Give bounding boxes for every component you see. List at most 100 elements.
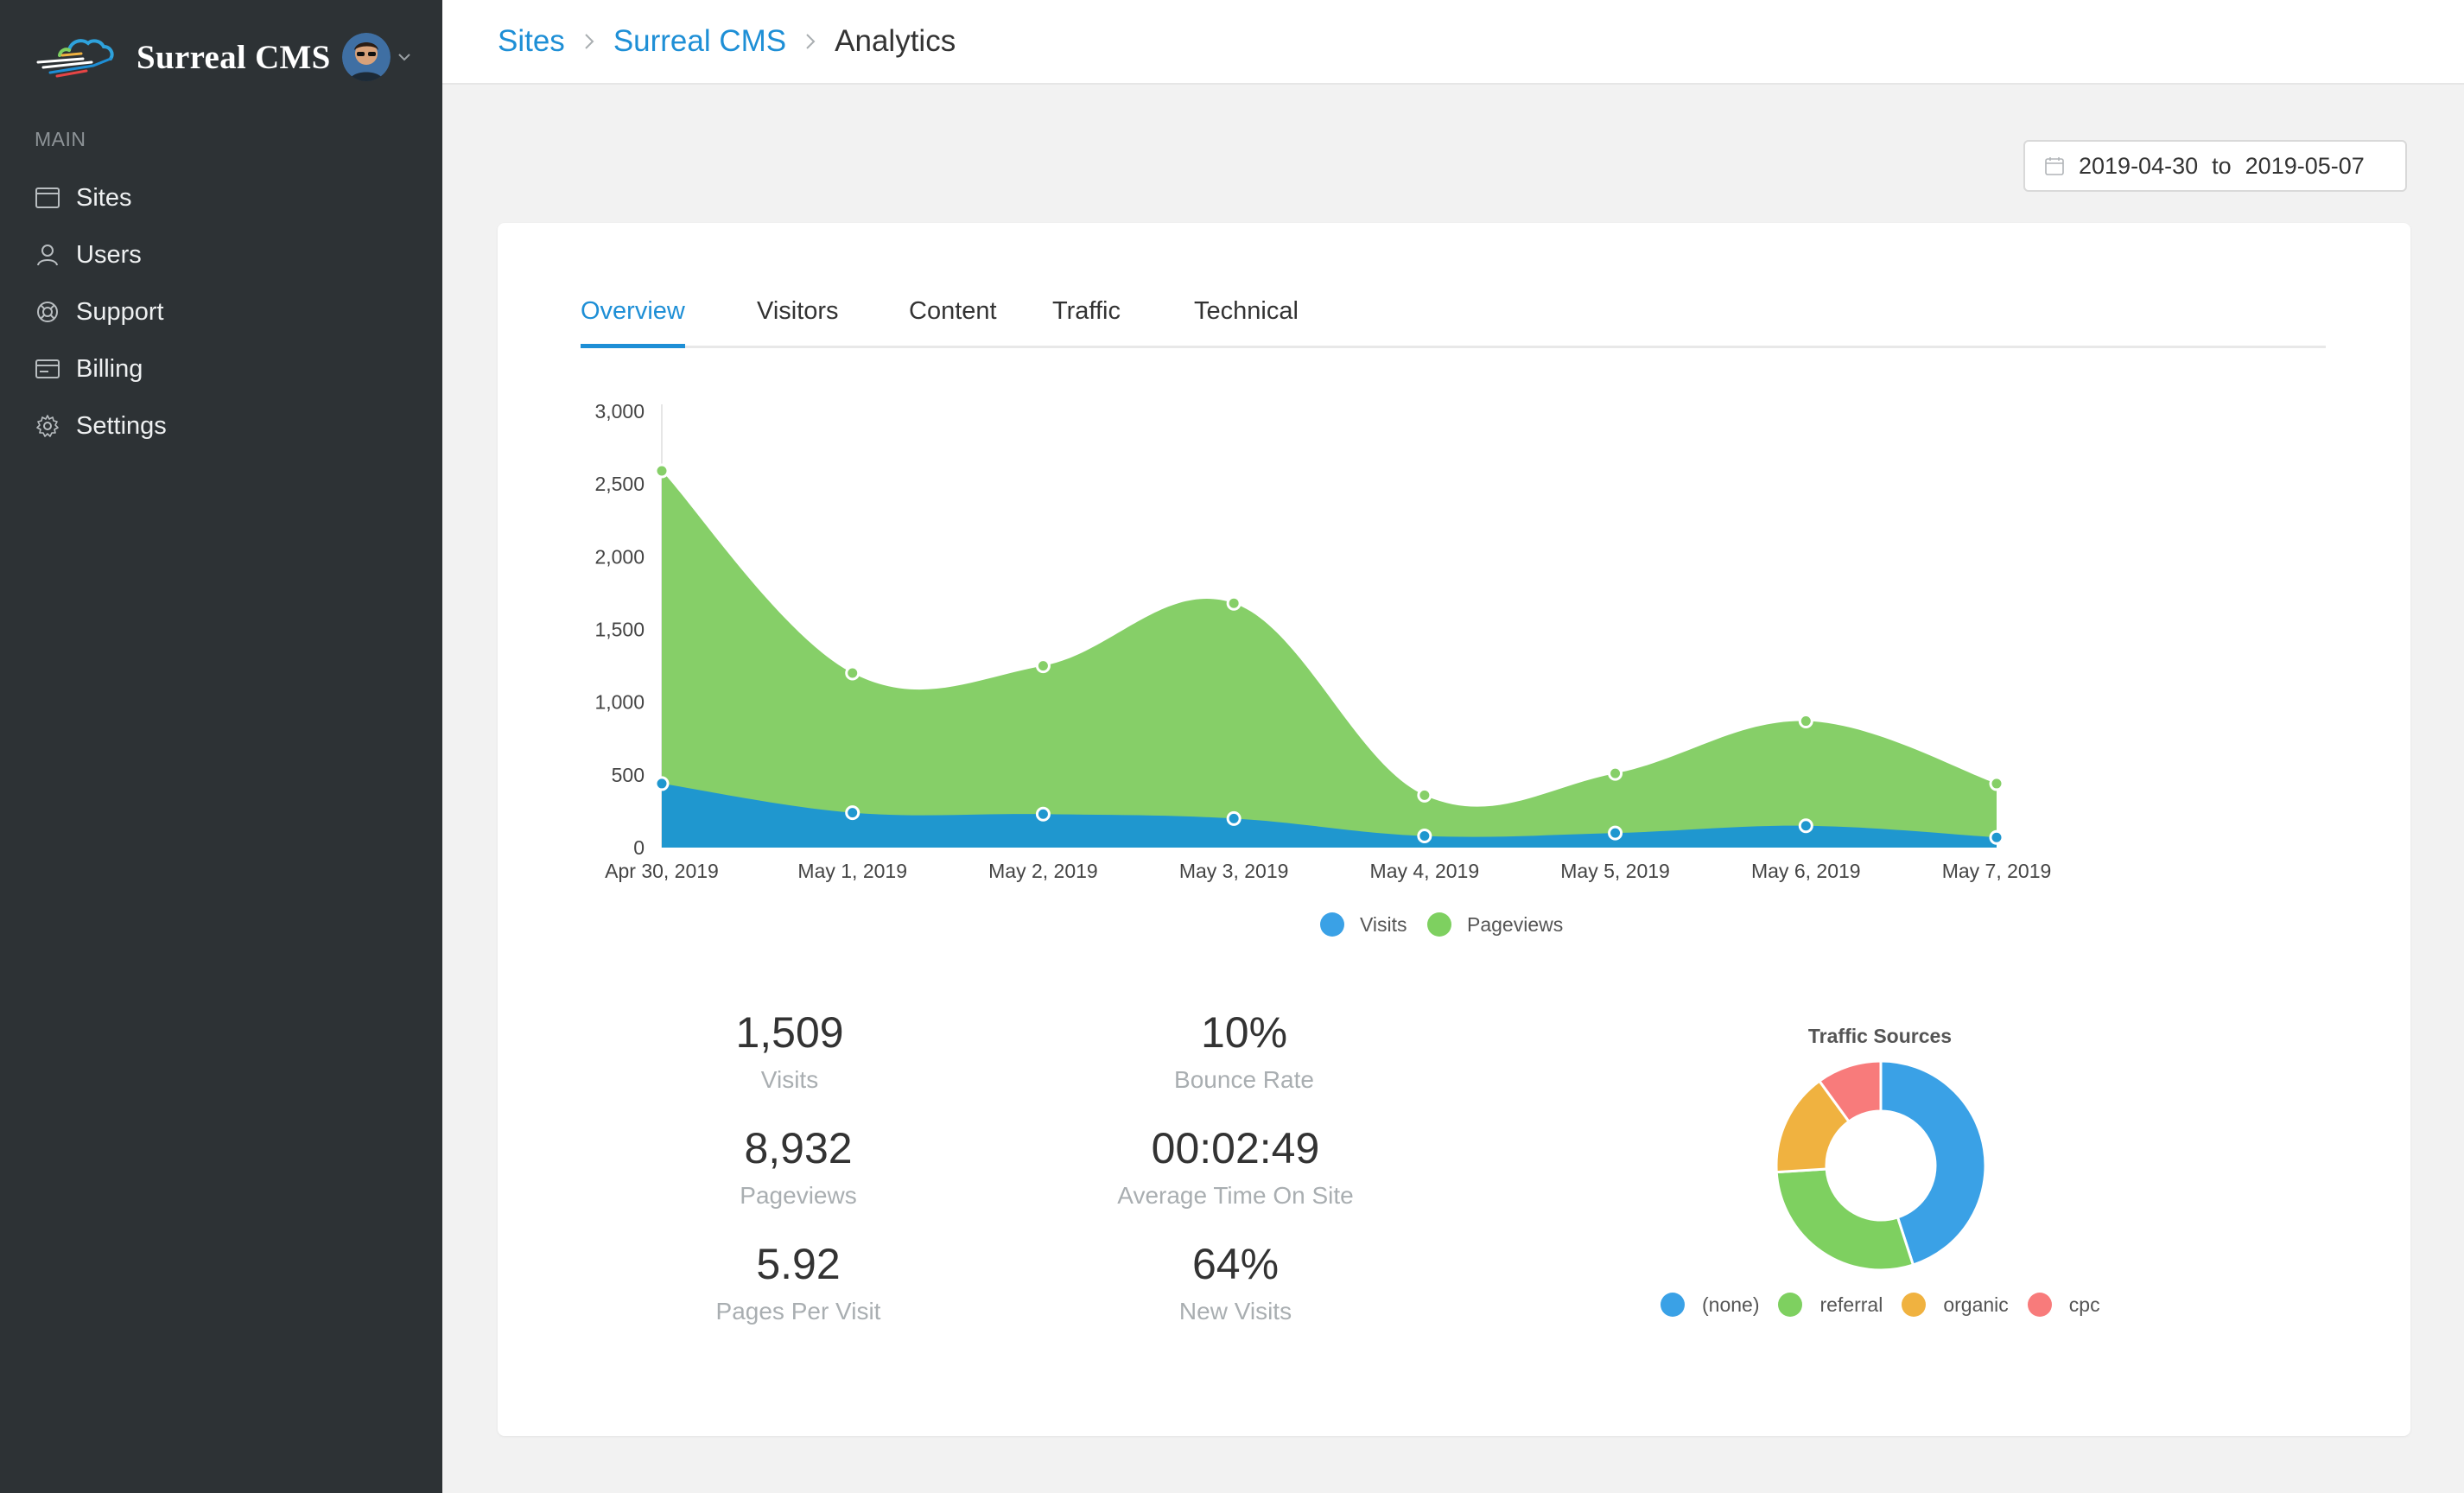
traffic-sources-donut bbox=[1775, 1059, 1987, 1272]
credit-card-icon bbox=[35, 356, 60, 382]
stat-new-visits-label: New Visits bbox=[1178, 1298, 1292, 1325]
tab-traffic[interactable]: Traffic bbox=[1052, 297, 1121, 325]
legend-swatch bbox=[1320, 912, 1344, 937]
legend-swatch bbox=[1661, 1293, 1685, 1317]
stat-bounce-rate-label: Bounce Rate bbox=[1174, 1066, 1314, 1093]
legend-swatch bbox=[1427, 912, 1451, 937]
brand-name: Surreal CMS bbox=[137, 38, 331, 76]
point-pageviews bbox=[1417, 787, 1432, 803]
x-tick-label: May 7, 2019 bbox=[1942, 860, 2052, 882]
top-bar: Sites Surreal CMS Analytics bbox=[442, 0, 2464, 85]
point-pageviews bbox=[1798, 714, 1813, 729]
cloud-logo-icon bbox=[36, 39, 114, 78]
point-pageviews bbox=[1989, 776, 2004, 791]
y-tick-label: 2,000 bbox=[594, 545, 645, 568]
brand[interactable]: Surreal CMS bbox=[31, 31, 331, 83]
donut-legend-item: cpc bbox=[2027, 1293, 2100, 1317]
breadcrumb-current: Analytics bbox=[835, 24, 956, 58]
date-separator: to bbox=[2212, 152, 2232, 179]
stat-avg-time-value: 00:02:49 bbox=[1151, 1124, 1320, 1172]
user-menu[interactable] bbox=[342, 33, 411, 81]
stat-bounce-rate-value: 10% bbox=[1200, 1008, 1288, 1057]
point-visits bbox=[1035, 806, 1051, 822]
point-pageviews bbox=[845, 665, 860, 681]
point-pageviews bbox=[1226, 595, 1242, 611]
donut-slice-cpc bbox=[1817, 1059, 1883, 1124]
lifebuoy-icon bbox=[35, 299, 60, 325]
sidebar-item-users[interactable]: Users bbox=[0, 226, 442, 283]
analytics-card: Overview Visitors Content Traffic Techni… bbox=[498, 223, 2410, 1436]
chevron-down-icon bbox=[398, 54, 410, 61]
point-visits bbox=[845, 805, 860, 821]
stat-visits-value: 1,509 bbox=[735, 1008, 844, 1057]
point-visits bbox=[1608, 825, 1623, 841]
donut-title: Traffic Sources bbox=[1807, 1025, 1953, 1047]
date-range-picker[interactable]: 2019-04-30 to 2019-05-07 bbox=[2023, 140, 2407, 192]
tab-technical[interactable]: Technical bbox=[1194, 297, 1299, 325]
donut-legend-item: (none) bbox=[1661, 1293, 1759, 1317]
gear-icon bbox=[35, 413, 60, 439]
tab-bar: Overview Visitors Content Traffic Techni… bbox=[581, 294, 2326, 348]
x-tick-label: May 3, 2019 bbox=[1179, 860, 1289, 882]
legend-label: cpc bbox=[2068, 1293, 2100, 1316]
x-tick-label: May 2, 2019 bbox=[988, 860, 1098, 882]
stat-new-visits-value: 64% bbox=[1191, 1240, 1280, 1288]
tab-overview[interactable]: Overview bbox=[581, 294, 685, 348]
sidebar-item-label: Sites bbox=[76, 183, 132, 212]
point-pageviews bbox=[654, 463, 670, 479]
browser-window-icon bbox=[35, 185, 60, 211]
sidebar-item-settings[interactable]: Settings bbox=[0, 397, 442, 454]
point-visits bbox=[1989, 829, 2004, 845]
area-pageviews bbox=[662, 471, 1997, 848]
tab-visitors[interactable]: Visitors bbox=[757, 297, 839, 325]
donut-slice-referral bbox=[1775, 1167, 1915, 1272]
point-visits bbox=[1226, 810, 1242, 826]
stat-pageviews-label: Pageviews bbox=[740, 1182, 857, 1209]
sidebar-item-label: Support bbox=[76, 297, 164, 326]
sidebar-item-label: Settings bbox=[76, 411, 167, 440]
legend-label: organic bbox=[1943, 1293, 2009, 1316]
sidebar-item-billing[interactable]: Billing bbox=[0, 340, 442, 397]
legend-swatch bbox=[1778, 1293, 1803, 1317]
stat-pages-per-visit-value: 5.92 bbox=[756, 1240, 841, 1288]
sidebar-section-label: MAIN bbox=[35, 128, 86, 150]
x-tick-label: Apr 30, 2019 bbox=[605, 860, 719, 882]
point-pageviews bbox=[1035, 658, 1051, 674]
sidebar-nav: Sites Users Support Billing Settings bbox=[0, 169, 442, 454]
user-icon bbox=[35, 242, 60, 268]
x-tick-label: May 5, 2019 bbox=[1560, 860, 1670, 882]
sidebar: Surreal CMS MAIN Sites Users bbox=[0, 0, 442, 1493]
chevron-right-icon bbox=[584, 33, 594, 50]
legend-label: (none) bbox=[1702, 1293, 1760, 1316]
date-from[interactable]: 2019-04-30 bbox=[2079, 152, 2199, 179]
y-tick-label: 0 bbox=[633, 836, 645, 859]
y-tick-label: 3,000 bbox=[594, 400, 645, 422]
x-tick-label: May 6, 2019 bbox=[1751, 860, 1861, 882]
legend-label: Visits bbox=[1360, 913, 1407, 936]
tab-content[interactable]: Content bbox=[909, 297, 997, 325]
point-visits bbox=[1798, 818, 1813, 834]
date-to[interactable]: 2019-05-07 bbox=[2245, 152, 2365, 179]
breadcrumb-sites[interactable]: Sites bbox=[498, 24, 565, 58]
sidebar-item-support[interactable]: Support bbox=[0, 283, 442, 340]
sidebar-item-sites[interactable]: Sites bbox=[0, 169, 442, 226]
y-tick-label: 1,000 bbox=[594, 691, 645, 714]
donut-legend-item: organic bbox=[1902, 1293, 2009, 1317]
area-chart: 0 500 1,000 1,500 2,000 2,500 3,000 Apr 30, 201… bbox=[594, 400, 2052, 937]
point-visits bbox=[654, 776, 670, 791]
chevron-right-icon bbox=[805, 33, 816, 50]
stat-pageviews-value: 8,932 bbox=[744, 1124, 853, 1172]
x-tick-label: May 4, 2019 bbox=[1370, 860, 1480, 882]
stat-pages-per-visit-label: Pages Per Visit bbox=[715, 1298, 881, 1325]
breadcrumb-site[interactable]: Surreal CMS bbox=[613, 24, 787, 58]
legend-swatch bbox=[2027, 1293, 2052, 1317]
y-tick-label: 500 bbox=[612, 764, 645, 786]
legend-label: referral bbox=[1819, 1293, 1883, 1316]
donut-legend: (none) referral organic cpc bbox=[1661, 1293, 2119, 1317]
avatar bbox=[342, 33, 391, 81]
calendar-icon bbox=[2044, 156, 2065, 176]
donut-legend-item: referral bbox=[1778, 1293, 1883, 1317]
sidebar-item-label: Users bbox=[76, 240, 142, 269]
stat-visits-label: Visits bbox=[760, 1066, 819, 1093]
area-visits bbox=[662, 783, 1997, 848]
